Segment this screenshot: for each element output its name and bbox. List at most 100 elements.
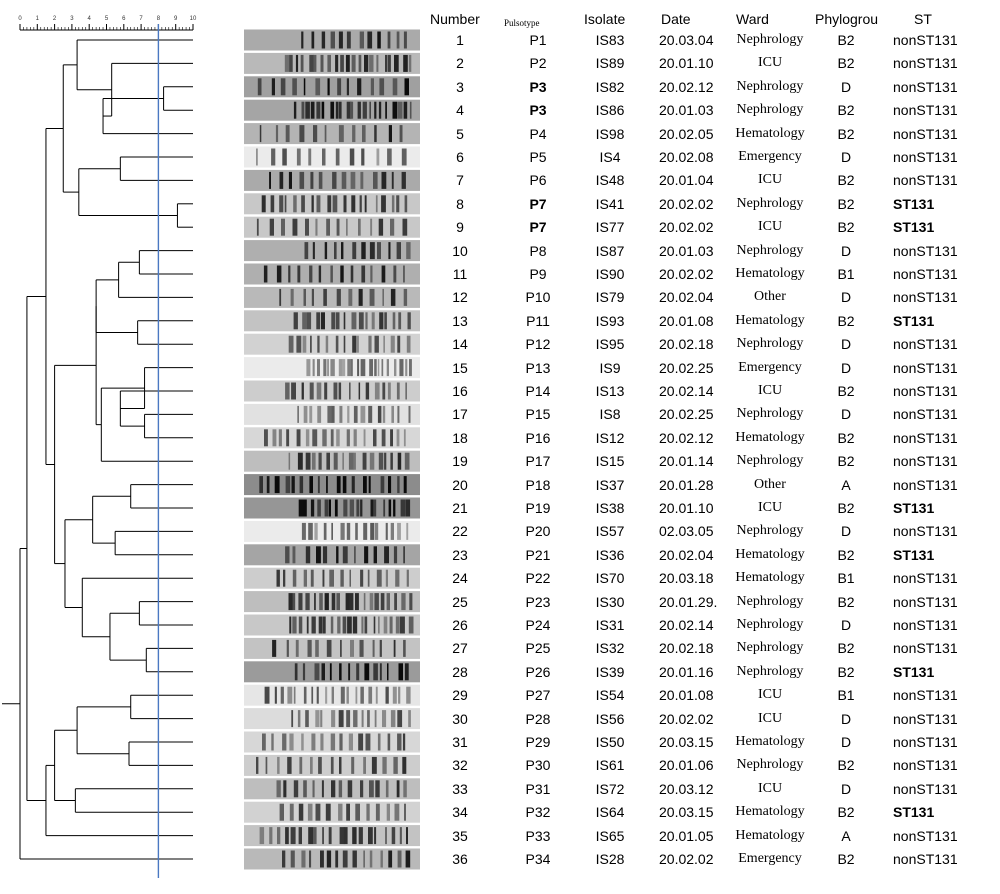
cell-pulsotype: P10 [525, 289, 551, 306]
cell-phylogroup: B2 [837, 32, 855, 48]
gel-band [324, 125, 327, 143]
cell-pulsotype: P21 [525, 546, 551, 563]
cell-pulsotype: P33 [525, 827, 551, 844]
cell-isolate: IS83 [595, 32, 625, 48]
gel-band [332, 171, 337, 189]
gel-band [292, 616, 297, 634]
gel-band [311, 452, 316, 470]
gel-band [394, 593, 397, 611]
gel-band [402, 733, 406, 751]
gel-band [327, 195, 332, 213]
cell-phylogroup: B2 [837, 851, 855, 867]
gel-band [391, 827, 396, 845]
gel-band [401, 148, 407, 166]
gel-band [330, 31, 335, 49]
gel-band [288, 335, 294, 353]
gel-band [305, 546, 311, 564]
gel-band [385, 827, 387, 845]
gel-band [391, 195, 395, 213]
gel-band [350, 639, 354, 657]
gel-band [308, 148, 312, 166]
gel-band [406, 569, 409, 587]
gel-band [305, 452, 311, 470]
gel-band [397, 850, 402, 868]
gel-band [277, 827, 281, 845]
gel-band [308, 522, 313, 540]
cell-date: 20.01.16 [659, 663, 714, 680]
gel-lane [244, 825, 420, 847]
cell-phylogroup: B2 [837, 312, 855, 329]
gel-band [378, 616, 380, 634]
cell-st: nonST131 [893, 710, 958, 727]
gel-band [346, 31, 351, 49]
gel-band [385, 686, 389, 704]
gel-lane [244, 263, 420, 285]
gel-band [382, 710, 387, 728]
gel-band [286, 429, 290, 447]
cell-ward: Nephrology [736, 663, 804, 679]
gel-band [390, 522, 394, 540]
gel-band [316, 546, 321, 564]
gel-band [397, 522, 401, 540]
cell-number: 2 [456, 55, 464, 72]
gel-band [335, 850, 339, 868]
gel-band [360, 686, 364, 704]
gel-band [355, 522, 358, 540]
gel-band [312, 242, 315, 260]
cell-number: 14 [452, 336, 468, 353]
gel-band [259, 476, 263, 494]
gel-band [339, 756, 342, 774]
gel-band [257, 78, 262, 96]
gel-band [360, 171, 364, 189]
cell-isolate: IS37 [595, 476, 625, 493]
gel-band [330, 429, 334, 447]
gel-band [330, 733, 336, 751]
cell-st: nonST131 [893, 172, 958, 189]
gel-band [370, 522, 375, 540]
gel-band [374, 593, 379, 611]
cell-isolate: IS41 [595, 195, 625, 212]
cell-number: 29 [452, 687, 468, 704]
gel-band [315, 710, 320, 728]
cell-ward: ICU [757, 687, 783, 703]
gel-band [386, 593, 390, 611]
gel-band [276, 265, 282, 283]
gel-band [367, 31, 373, 49]
gel-lane [244, 99, 420, 121]
gel-band [271, 148, 276, 166]
gel-band [305, 429, 310, 447]
gel-band [370, 265, 373, 283]
gel-band [388, 499, 392, 517]
gel-band [336, 429, 340, 447]
gel-band [309, 405, 313, 423]
gel-band [309, 265, 313, 283]
gel-band [321, 780, 324, 798]
gel-band [291, 382, 296, 400]
gel-band [329, 663, 332, 681]
gel-band [312, 429, 318, 447]
gel-lane-background [244, 240, 420, 262]
gel-band [364, 54, 369, 72]
gel-band [297, 265, 301, 283]
gel-band [361, 242, 366, 260]
gel-band [331, 522, 333, 540]
cell-date: 20.03.12 [659, 780, 714, 797]
cell-date: 20.01.14 [659, 453, 714, 470]
gel-band [396, 780, 400, 798]
gel-band [301, 850, 306, 868]
gel-band [302, 663, 306, 681]
gel-band [308, 827, 314, 845]
gel-band [374, 710, 377, 728]
cell-date: 20.02.12 [659, 429, 714, 446]
cell-phylogroup: D [840, 617, 852, 633]
gel-band [388, 850, 393, 868]
gel-lane [244, 754, 420, 776]
gel-band [311, 733, 316, 751]
cell-number: 5 [456, 125, 464, 142]
gel-band [358, 382, 361, 400]
cell-ward: Nephrology [736, 640, 804, 656]
gel-band [336, 546, 339, 564]
gel-band [392, 312, 396, 330]
gel-band [266, 476, 270, 494]
gel-lane [244, 567, 420, 589]
